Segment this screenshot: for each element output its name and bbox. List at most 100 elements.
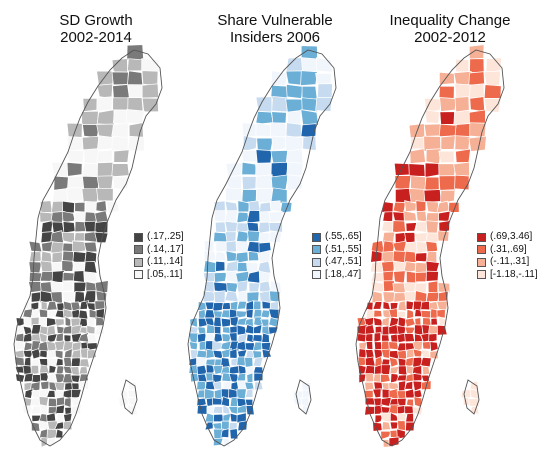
municipality bbox=[221, 302, 231, 310]
municipality bbox=[212, 302, 224, 312]
municipality bbox=[373, 317, 384, 327]
municipality bbox=[370, 272, 385, 283]
municipality bbox=[468, 398, 480, 408]
municipality bbox=[95, 316, 105, 327]
municipality bbox=[54, 381, 66, 392]
municipality bbox=[436, 308, 446, 319]
municipality bbox=[364, 324, 376, 336]
municipality bbox=[404, 291, 417, 302]
legend-swatch bbox=[312, 232, 321, 242]
municipality bbox=[229, 428, 239, 440]
municipality bbox=[83, 220, 97, 233]
municipality bbox=[420, 349, 431, 359]
municipality bbox=[15, 373, 26, 383]
municipality bbox=[86, 342, 98, 351]
municipality bbox=[84, 250, 98, 264]
municipality bbox=[244, 356, 254, 368]
municipality bbox=[70, 397, 80, 407]
municipality bbox=[269, 280, 282, 294]
municipality bbox=[50, 241, 65, 254]
title-line-2: 2002-2014 bbox=[60, 29, 132, 46]
municipality bbox=[317, 83, 333, 100]
municipality bbox=[252, 356, 264, 367]
municipality bbox=[127, 389, 138, 399]
municipality bbox=[268, 316, 279, 328]
municipality bbox=[141, 97, 159, 113]
municipality bbox=[257, 250, 271, 264]
municipality bbox=[141, 70, 159, 87]
municipality bbox=[252, 350, 262, 359]
legend-swatch bbox=[134, 257, 143, 267]
municipality bbox=[271, 96, 289, 113]
municipality bbox=[412, 406, 424, 416]
municipality bbox=[393, 270, 406, 284]
municipality bbox=[46, 349, 57, 359]
municipality bbox=[415, 200, 427, 214]
municipality bbox=[404, 388, 416, 399]
municipality bbox=[81, 162, 99, 178]
municipality bbox=[215, 241, 228, 252]
country-outline bbox=[355, 49, 505, 447]
municipality bbox=[440, 189, 456, 204]
municipality bbox=[214, 250, 227, 262]
municipality bbox=[454, 174, 470, 191]
municipality bbox=[406, 308, 414, 320]
municipality bbox=[485, 57, 502, 74]
municipality bbox=[436, 324, 448, 336]
municipality bbox=[404, 333, 416, 343]
municipality bbox=[30, 364, 40, 376]
municipality bbox=[246, 333, 255, 344]
panel-title-inequality-change: Inequality Change 2002-2012 bbox=[362, 12, 538, 46]
municipality bbox=[268, 326, 279, 335]
municipality bbox=[213, 210, 227, 224]
municipality bbox=[388, 341, 400, 351]
municipality bbox=[252, 334, 263, 343]
municipality bbox=[246, 372, 254, 383]
municipality bbox=[373, 309, 383, 318]
municipality bbox=[206, 324, 216, 335]
legend-item: (.31,.69] bbox=[477, 244, 538, 257]
municipality bbox=[78, 366, 88, 375]
municipality bbox=[372, 388, 382, 399]
municipality bbox=[429, 300, 439, 312]
municipality bbox=[61, 260, 74, 272]
municipality bbox=[271, 135, 288, 151]
municipality bbox=[81, 188, 100, 203]
municipality bbox=[47, 397, 58, 408]
municipality bbox=[66, 187, 85, 202]
municipality bbox=[127, 97, 144, 112]
municipality bbox=[248, 282, 261, 293]
municipality bbox=[40, 220, 54, 234]
municipality bbox=[141, 83, 159, 99]
municipality bbox=[256, 137, 274, 152]
municipality bbox=[437, 230, 450, 242]
municipality bbox=[220, 317, 232, 328]
municipality bbox=[269, 290, 281, 303]
municipality bbox=[285, 122, 302, 138]
municipality bbox=[436, 300, 448, 312]
municipality bbox=[300, 70, 318, 86]
municipality bbox=[228, 365, 240, 375]
municipality bbox=[112, 84, 130, 100]
municipality bbox=[221, 348, 233, 359]
municipality bbox=[302, 135, 317, 151]
municipality bbox=[241, 149, 259, 163]
map-panel bbox=[187, 45, 337, 448]
municipality bbox=[364, 365, 376, 375]
municipality bbox=[213, 231, 228, 243]
municipality bbox=[358, 373, 367, 384]
municipality bbox=[83, 271, 98, 283]
municipality bbox=[94, 280, 109, 294]
title-line-2: Insiders 2006 bbox=[229, 29, 321, 46]
municipality bbox=[14, 340, 26, 351]
municipality bbox=[403, 210, 417, 222]
municipality bbox=[224, 220, 239, 233]
municipality bbox=[258, 221, 272, 234]
municipality bbox=[398, 365, 408, 376]
municipality bbox=[439, 97, 457, 112]
municipality bbox=[420, 310, 432, 319]
municipality bbox=[66, 162, 83, 177]
municipality bbox=[405, 412, 414, 423]
municipality bbox=[54, 349, 64, 360]
